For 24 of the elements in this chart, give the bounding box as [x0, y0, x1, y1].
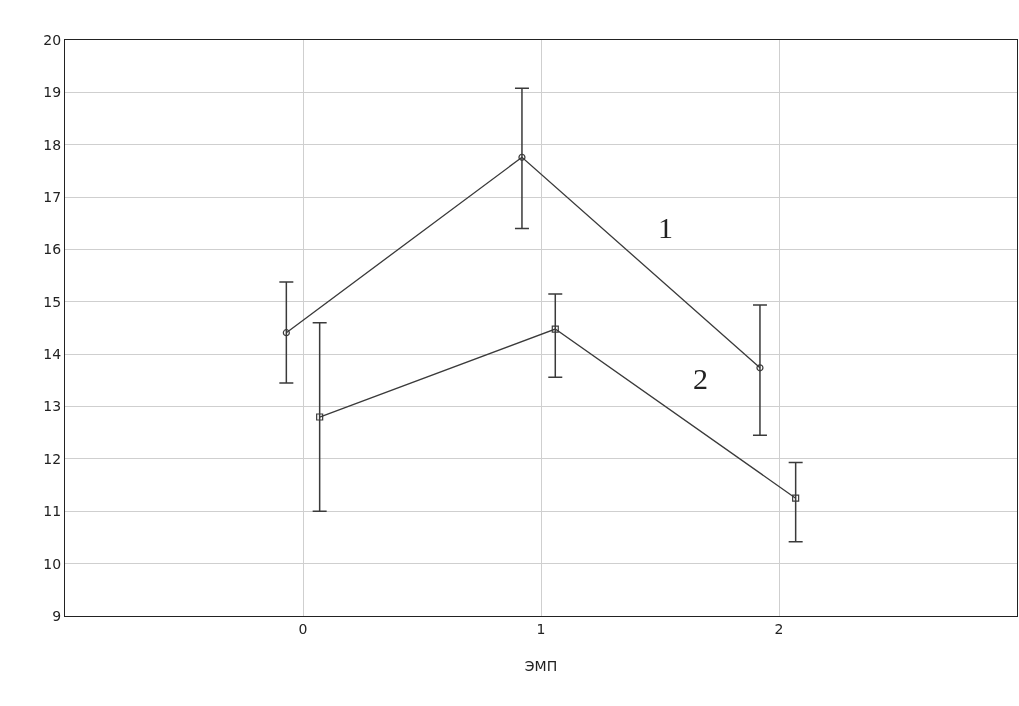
y-tick-label: 18 [43, 136, 62, 153]
y-tick-label: 11 [43, 503, 62, 520]
y-tick-label: 16 [43, 241, 62, 258]
y-tick-label: 10 [43, 555, 62, 572]
y-tick-label: 12 [43, 450, 62, 467]
x-axis-title: ЭМП [524, 658, 558, 675]
y-tick-label: 14 [43, 346, 62, 363]
point [282, 329, 290, 337]
y-tick-label: 15 [43, 293, 62, 310]
y-tick-label: 19 [43, 84, 62, 101]
y-tick-label: 20 [43, 31, 62, 48]
y-tick-label: 9 [52, 607, 62, 624]
point [316, 413, 324, 421]
y-tick-label: 13 [43, 398, 62, 415]
point [518, 153, 526, 161]
y-tick-label: 17 [43, 188, 62, 205]
point [756, 364, 764, 372]
point [551, 325, 559, 333]
x-tick-label: 0 [298, 620, 308, 637]
x-tick-label: 2 [774, 620, 784, 637]
series-label: 2 [693, 362, 708, 395]
x-tick-label: 1 [536, 620, 546, 637]
point [792, 494, 800, 502]
series-label: 1 [658, 211, 673, 244]
